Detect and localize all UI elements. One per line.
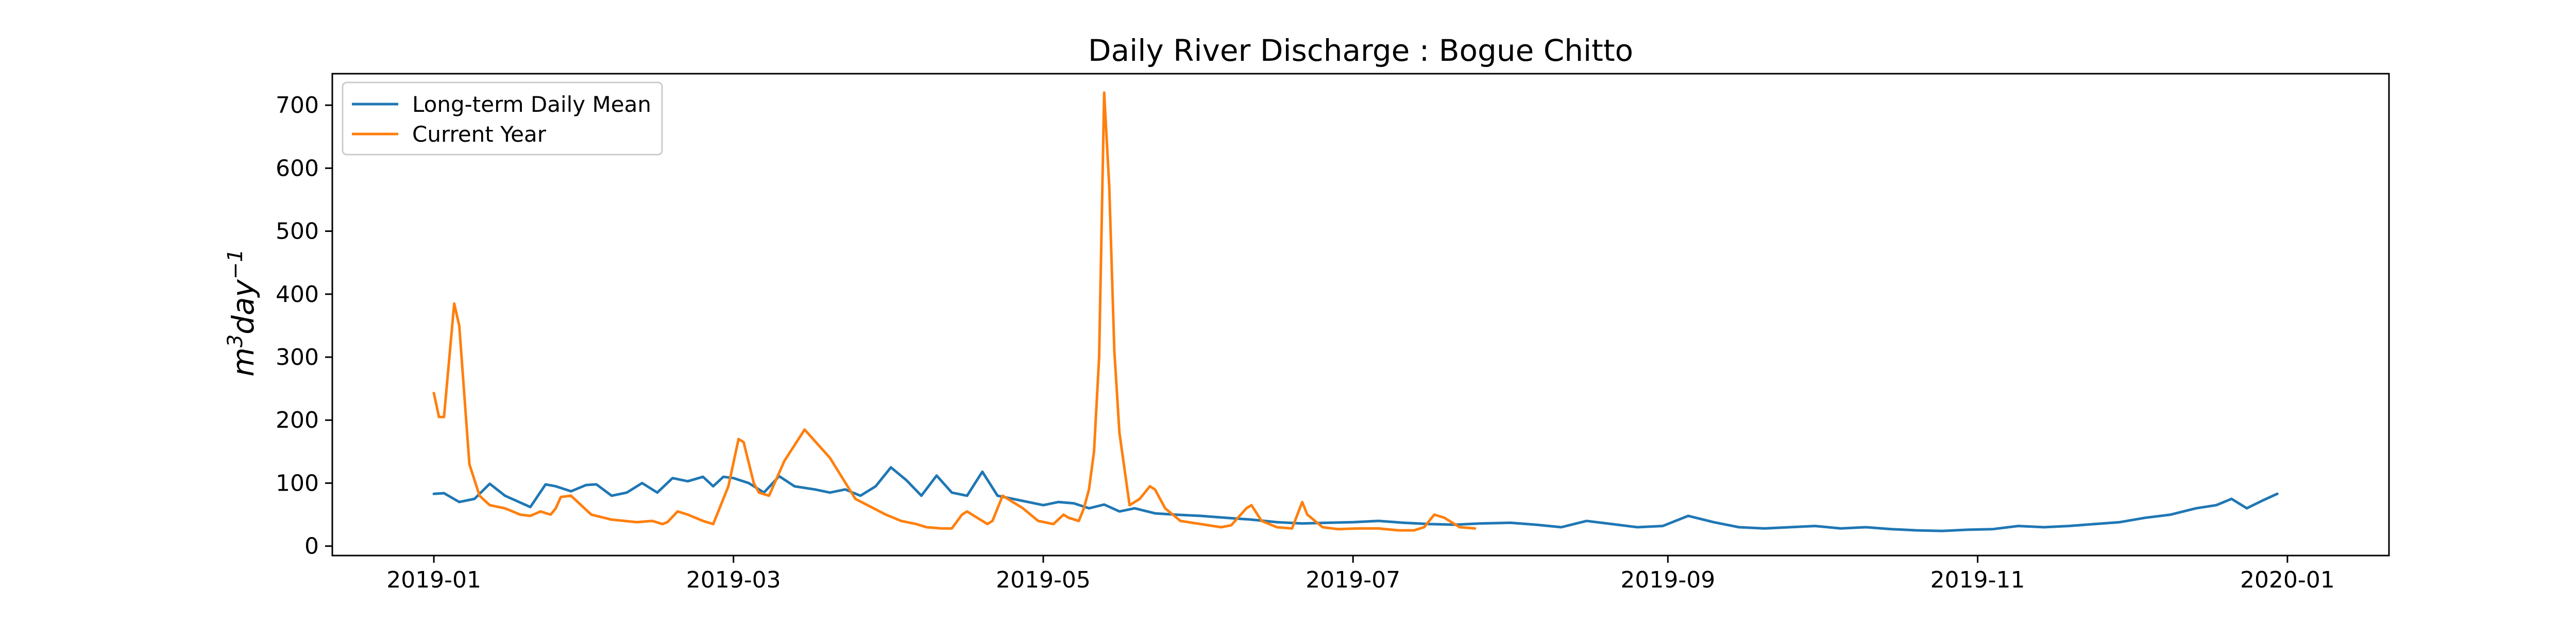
y-tick-label: 700 [276, 92, 319, 119]
legend-label: Current Year [412, 122, 547, 147]
legend-box [342, 81, 663, 156]
y-axis-label-exponent-1: 3 [224, 334, 247, 347]
y-tick-label: 0 [304, 533, 319, 560]
y-tick-label: 500 [276, 219, 319, 245]
chart-title: Daily River Discharge : Bogue Chitto [1088, 33, 1633, 68]
y-axis-label-base: m [226, 347, 261, 377]
legend-label: Long-term Daily Mean [412, 92, 651, 117]
x-tick-label: 2019-11 [1930, 567, 2025, 593]
y-axis-label: m3day−1 [224, 249, 261, 377]
y-axis-label-exponent-2: −1 [224, 249, 247, 279]
plot-frame [331, 73, 2390, 557]
y-tick-label: 400 [276, 281, 319, 308]
series-line-1 [432, 91, 1477, 532]
plot-area [432, 91, 2279, 532]
y-tick-label: 200 [276, 407, 319, 433]
x-tick-label: 2019-07 [1306, 567, 1400, 593]
x-tick-label: 2019-03 [686, 567, 781, 593]
legend: Long-term Daily Mean Current Year [342, 81, 663, 156]
x-tick-label: 2019-09 [1620, 567, 1715, 593]
x-tick-label: 2020-01 [2240, 567, 2335, 593]
axes: 2019-01 2019-03 2019-05 2019-07 2019-09 2019-… [276, 73, 2390, 593]
x-tick-label: 2019-01 [386, 567, 481, 593]
y-tick-label: 100 [276, 470, 319, 496]
y-tick-label: 600 [276, 155, 319, 181]
y-tick-label: 300 [276, 344, 319, 371]
series-line-0 [432, 466, 2279, 532]
x-tick-label: 2019-05 [996, 567, 1091, 593]
y-axis-label-unit: day [226, 279, 261, 334]
